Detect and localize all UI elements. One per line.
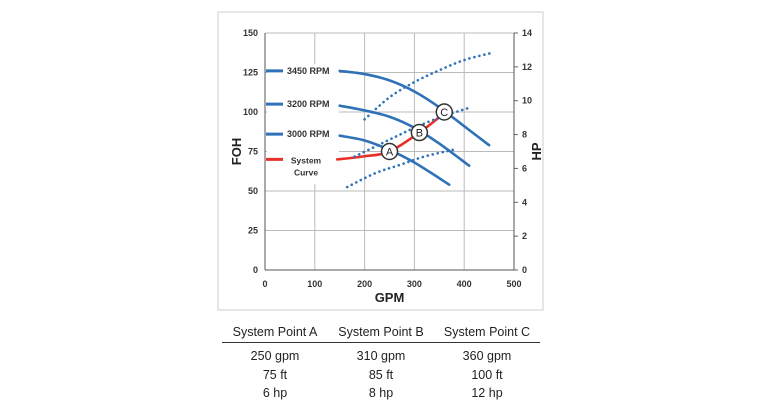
table-row: 6 hp 8 hp 12 hp <box>222 384 540 403</box>
y2-tick-label: 8 <box>522 130 527 140</box>
y2-tick-label: 14 <box>522 28 532 38</box>
point-label: A <box>386 147 394 159</box>
legend-label: 3450 RPM <box>287 66 330 76</box>
x-tick-label: 300 <box>407 279 422 289</box>
y2-tick-label: 6 <box>522 163 527 173</box>
system-points-table: System Point A System Point B System Poi… <box>222 322 540 403</box>
y2-tick-label: 0 <box>522 265 527 275</box>
chart-frame <box>217 11 544 311</box>
legend-label: Curve <box>294 167 318 177</box>
y-tick-label: 125 <box>243 68 258 78</box>
series-hp-3000-rpm <box>345 148 455 189</box>
legend-label: 3000 RPM <box>287 129 330 139</box>
y2-tick-label: 2 <box>522 231 527 241</box>
y-axis-label: FOH <box>229 138 244 165</box>
table-cell: 250 gpm <box>250 349 300 364</box>
y-tick-label: 25 <box>248 226 258 236</box>
y-tick-label: 0 <box>253 265 258 275</box>
point-marker-c <box>435 103 454 121</box>
header-cell: System Point C <box>443 325 531 339</box>
series-3200-rpm <box>338 104 471 168</box>
y-tick-label: 100 <box>243 107 258 117</box>
table-cell: 75 ft <box>262 367 288 382</box>
series-hp-3450-rpm <box>363 52 492 121</box>
header-cell: System Point A <box>232 325 318 339</box>
table-cell: 12 hp <box>471 386 503 401</box>
table-cell: 6 hp <box>262 386 288 401</box>
y2-axis-label: HP <box>529 142 544 160</box>
legend-label: 3200 RPM <box>287 99 330 109</box>
point-marker-b <box>410 123 429 142</box>
point-label: C <box>440 107 448 119</box>
table-cell: 100 ft <box>471 367 503 382</box>
y2-tick-label: 4 <box>522 197 527 207</box>
y-tick-label: 75 <box>248 147 258 157</box>
x-tick-label: 0 <box>262 279 267 289</box>
y-tick-label: 50 <box>248 186 258 196</box>
x-axis-label: GPM <box>375 290 405 305</box>
table-cell: 85 ft <box>368 367 394 382</box>
x-tick-label: 500 <box>506 279 521 289</box>
table-row: 250 gpm 310 gpm 360 gpm <box>222 347 540 366</box>
y-tick-label: 150 <box>243 28 258 38</box>
pump-curve-chart: 0 100 200 300 400 500025507510012515002468101… <box>217 11 544 311</box>
x-tick-label: 100 <box>307 279 322 289</box>
x-tick-label: 400 <box>457 279 472 289</box>
legend-background <box>267 64 339 184</box>
point-label: B <box>416 128 423 140</box>
table-row: 75 ft 85 ft 100 ft <box>222 366 540 385</box>
x-tick-label: 200 <box>357 279 372 289</box>
table-cell: 310 gpm <box>356 349 406 364</box>
series-3450-rpm <box>338 69 491 147</box>
y2-tick-label: 12 <box>522 62 532 72</box>
table-cell: 360 gpm <box>462 349 512 364</box>
header-cell: System Point B <box>338 325 424 339</box>
legend-label: System <box>291 155 322 165</box>
point-marker-a <box>380 142 399 161</box>
table-header: System Point A System Point B System Poi… <box>222 322 540 343</box>
table-cell: 8 hp <box>368 386 394 401</box>
y2-tick-label: 10 <box>522 96 532 106</box>
